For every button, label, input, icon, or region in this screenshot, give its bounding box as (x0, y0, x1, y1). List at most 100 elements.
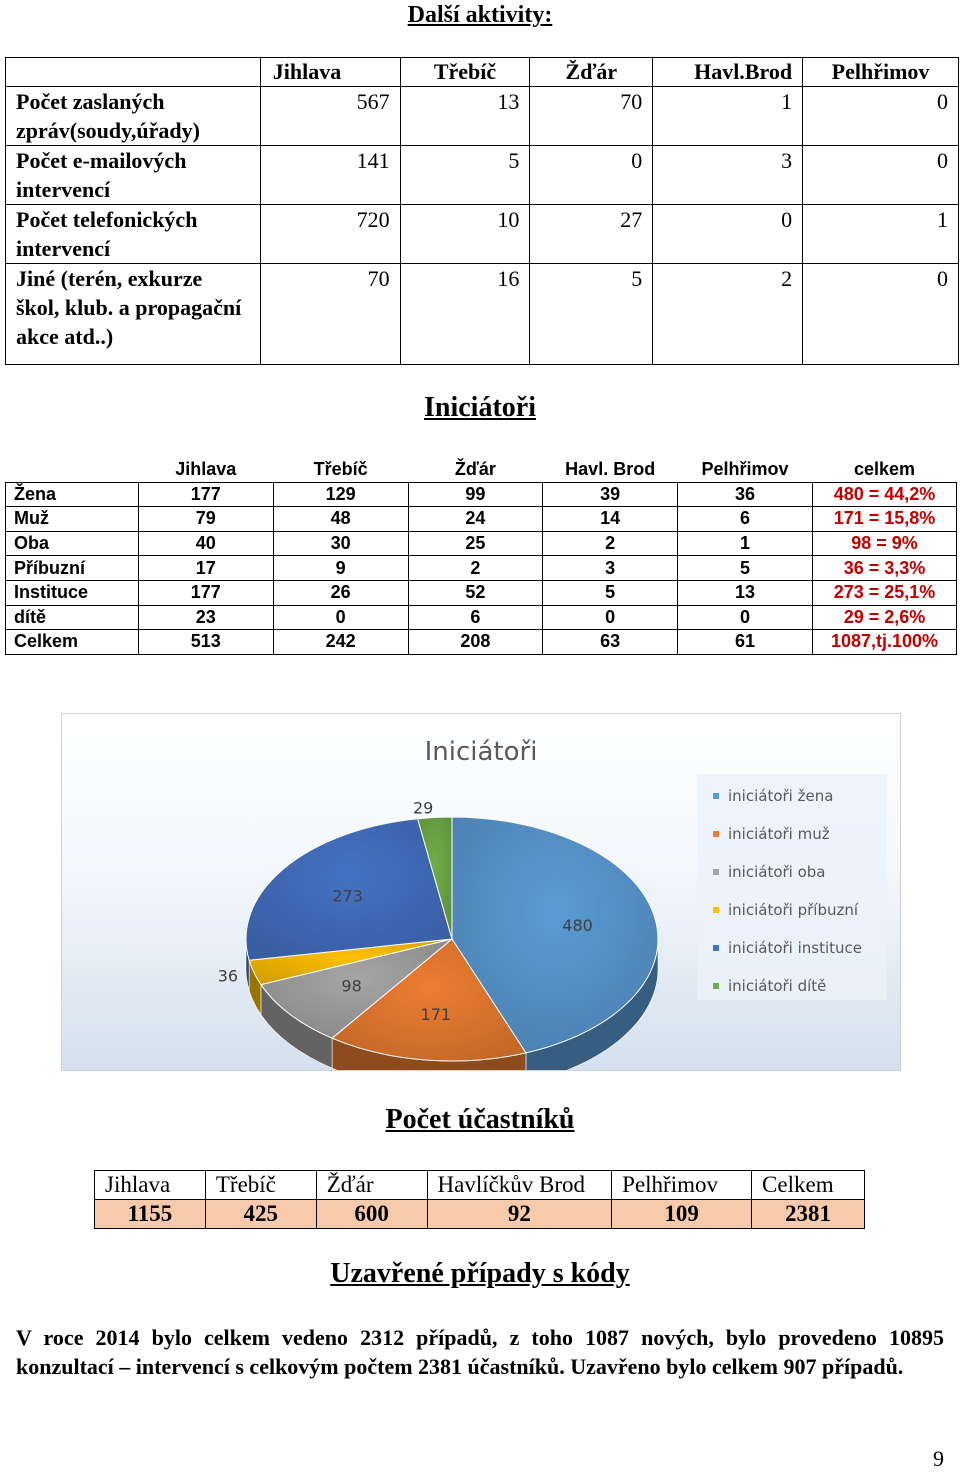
total-cell: 36 = 3,3% (811, 555, 958, 581)
initiators-pie-chart: Iniciátoři 480 171 98 36 273 29 iniciátoři že… (61, 713, 901, 1071)
table-cell: 13 (677, 579, 813, 606)
table-cell: 26 (272, 579, 409, 606)
table-cell: 5 (542, 579, 679, 606)
pie-slices (245, 816, 659, 1062)
table-row: 1155 425 600 92 109 2381 (94, 1199, 865, 1229)
legend-label: iniciátoři příbuzní (728, 901, 859, 919)
total-cell: 171 = 15,8% (811, 506, 958, 532)
chart-title: Iniciátoři (425, 737, 538, 767)
activities-table: Jihlava Třebíč Žďár Havl.Brod Pelhřimov … (5, 57, 959, 365)
table-header-row: Jihlava Třebíč Žďár Havlíčkův Brod Pelhř… (94, 1170, 865, 1200)
table-header-cell: Žďár (408, 458, 543, 483)
table-cell: 14 (542, 506, 679, 532)
table-cell: 92 (426, 1199, 613, 1229)
total-cell: 480 = 44,2% (811, 481, 958, 508)
table-row: Počet zaslaných zpráv(soudy,úřady) 567 1… (5, 86, 959, 146)
table-cell: 0 (542, 604, 679, 631)
table-cell: 5 (399, 145, 531, 205)
pie-data-label: 36 (218, 966, 238, 985)
table-cell: 425 (204, 1199, 317, 1229)
section-title-pocet-ucastniku: Počet účastníků (385, 1104, 575, 1135)
summary-paragraph: V roce 2014 bylo celkem vedeno 2312 příp… (16, 1325, 944, 1379)
table-cell: 99 (407, 481, 544, 508)
legend-item: iniciátoři příbuzní (713, 898, 858, 922)
legend-swatch (713, 793, 719, 799)
row-label: Počet e-mailových intervencí (5, 145, 261, 205)
table-cell: 1 (677, 530, 813, 557)
table-cell: 9 (272, 555, 409, 581)
table-header-cell: Havl. Brod (542, 458, 678, 483)
table-header-row: Jihlava Třebíč Žďár Havl.Brod Pelhřimov (5, 57, 959, 87)
table-header-corner (5, 57, 261, 87)
table-cell: 242 (272, 629, 409, 655)
legend-swatch (713, 831, 719, 837)
pie-data-label: 171 (421, 1005, 452, 1024)
table-cell: 24 (407, 506, 544, 532)
table-header-cell: Havlíčkův Brod (426, 1170, 613, 1200)
row-label: Žena (5, 481, 139, 508)
table-cell: 13 (399, 86, 531, 146)
row-label: Počet telefonických intervencí (5, 204, 261, 264)
legend-swatch (713, 983, 719, 989)
table-cell: 61 (677, 629, 813, 655)
table-row: Žena 177 129 99 39 36 480 = 44,2% (5, 481, 958, 508)
table-header-cell: Jihlava (94, 1170, 206, 1200)
table-header-cell: Havl.Brod (652, 57, 804, 87)
table-cell: 2381 (751, 1199, 865, 1229)
table-cell: 208 (407, 629, 544, 655)
table-cell: 2 (542, 530, 679, 557)
table-cell: 109 (611, 1199, 753, 1229)
table-row: Počet e-mailových intervencí 141 5 0 3 0 (5, 145, 959, 205)
table-header-cell: Pelhřimov (802, 57, 959, 87)
legend-label: iniciátoři muž (728, 825, 830, 843)
table-cell: 2 (652, 263, 804, 365)
table-cell: 17 (137, 555, 274, 581)
page-number: 9 (933, 1446, 944, 1471)
table-cell: 36 (677, 481, 813, 508)
table-cell: 70 (529, 86, 654, 146)
table-header-cell: Pelhřimov (677, 458, 813, 483)
table-header-cell: Pelhřimov (611, 1170, 753, 1200)
legend-label: iniciátoři žena (728, 787, 834, 805)
table-cell: 129 (272, 481, 409, 508)
pie-slice (416, 816, 453, 940)
chart-legend: iniciátoři žena iniciátoři muž iniciátoři … (697, 774, 887, 1000)
table-cell: 177 (137, 579, 274, 606)
table-header-corner (6, 458, 139, 482)
table-cell: 0 (529, 145, 654, 205)
row-label: Počet zaslaných zpráv(soudy,úřady) (5, 86, 261, 146)
table-cell: 0 (802, 145, 959, 205)
table-cell: 567 (259, 86, 401, 146)
table-row: Instituce 177 26 52 5 13 273 = 25,1% (5, 579, 958, 606)
table-cell: 513 (137, 629, 274, 655)
legend-item: iniciátoři instituce (713, 936, 862, 960)
table-cell: 600 (315, 1199, 428, 1229)
table-cell: 6 (677, 506, 813, 532)
pie-slice (260, 938, 453, 1039)
table-cell: 1155 (94, 1199, 206, 1229)
row-label: Příbuzní (5, 555, 139, 581)
table-cell: 1 (652, 86, 804, 146)
table-cell: 30 (272, 530, 409, 557)
table-cell: 0 (677, 604, 813, 631)
table-cell: 0 (802, 86, 959, 146)
section-title-dalsi-aktivity: Další aktivity: (407, 2, 553, 28)
row-label: Jiné (terén, exkurze škol, klub. a propa… (5, 263, 261, 365)
table-cell: 63 (542, 629, 679, 655)
pie-slice (245, 818, 453, 961)
legend-item: iniciátoři oba (713, 860, 826, 884)
table-header-cell: celkem (812, 458, 957, 483)
legend-label: iniciátoři dítě (728, 977, 827, 995)
table-cell: 2 (407, 555, 544, 581)
table-cell: 40 (137, 530, 274, 557)
table-cell: 27 (529, 204, 654, 264)
pie-slice (331, 938, 527, 1062)
pie-data-label: 273 (332, 886, 363, 905)
table-header-cell: Jihlava (138, 458, 274, 483)
table-cell: 16 (399, 263, 531, 365)
pie-slice (451, 816, 659, 1054)
total-cell: 273 = 25,1% (811, 579, 958, 606)
table-cell: 52 (407, 579, 544, 606)
table-cell: 3 (652, 145, 804, 205)
table-cell: 141 (259, 145, 401, 205)
